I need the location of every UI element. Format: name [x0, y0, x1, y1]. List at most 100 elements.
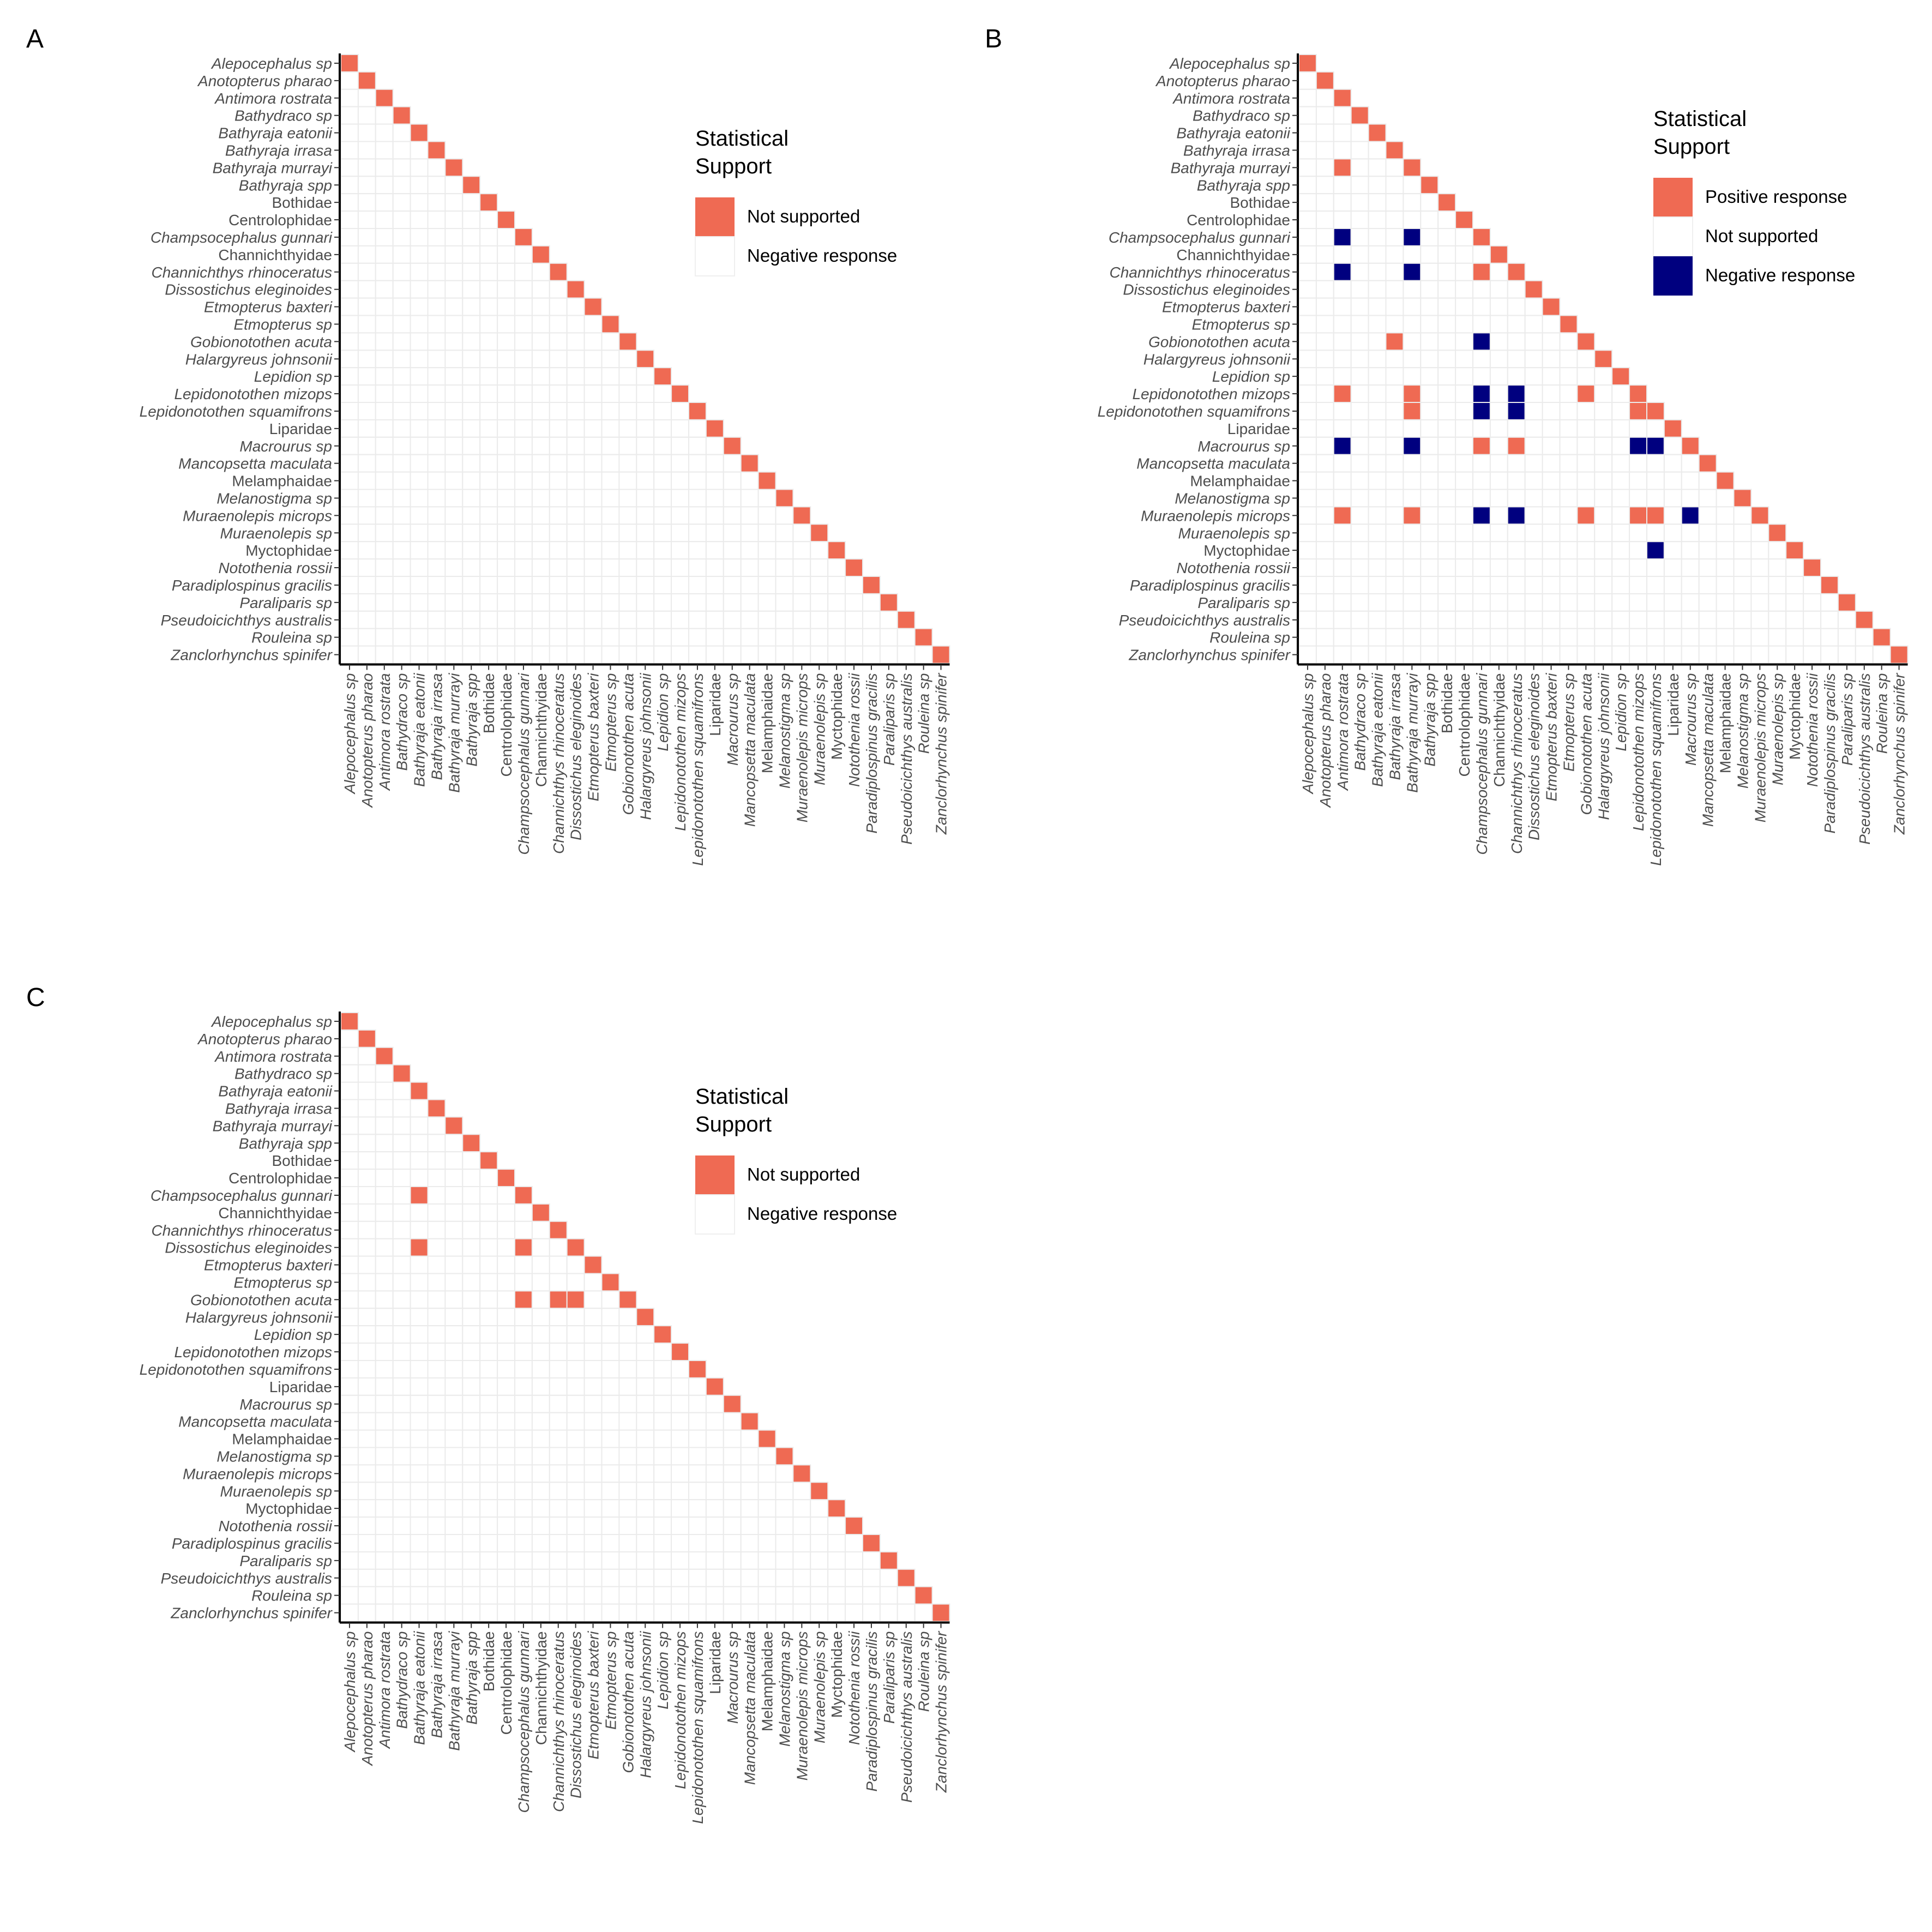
heatmap-cell	[653, 523, 672, 543]
heatmap-cell	[549, 454, 568, 473]
heatmap-cell	[410, 1603, 429, 1622]
x-tick-label: Centrolophidae	[1456, 673, 1473, 777]
y-tick-label: Myctophidae	[245, 542, 332, 559]
heatmap-cell	[357, 1203, 376, 1222]
heatmap-cell	[357, 1377, 376, 1396]
heatmap-cell	[1646, 523, 1665, 543]
heatmap-cell	[740, 1499, 759, 1518]
y-tick-label: Dissostichus eleginoides	[165, 1239, 332, 1256]
heatmap-cell	[688, 1429, 707, 1448]
x-tick-label: Dissostichus eleginoides	[568, 1632, 585, 1799]
heatmap-cell	[1542, 315, 1561, 334]
heatmap-cell	[583, 384, 603, 403]
heatmap-cell	[810, 1586, 829, 1605]
heatmap-cell	[462, 176, 481, 195]
heatmap-cell	[653, 1551, 672, 1570]
heatmap-cell	[1768, 523, 1787, 543]
heatmap-cell	[636, 1551, 655, 1570]
heatmap-cell	[1333, 628, 1352, 647]
heatmap-cell	[444, 1568, 464, 1587]
x-tick-label: Myctophidae	[1786, 673, 1803, 760]
heatmap-cell	[618, 1290, 637, 1309]
heatmap-cell	[462, 1377, 481, 1396]
heatmap-cell	[566, 645, 585, 664]
heatmap-cell	[775, 1568, 794, 1587]
heatmap-cell	[340, 541, 359, 560]
legend-label: Negative response	[1705, 265, 1855, 285]
heatmap-cell	[1559, 541, 1578, 560]
heatmap-cell	[879, 593, 898, 612]
heatmap-cell	[1629, 558, 1648, 577]
heatmap-cell	[531, 1255, 550, 1274]
heatmap-cell	[444, 402, 464, 420]
heatmap-cell	[1315, 350, 1334, 369]
heatmap-cell	[740, 454, 759, 473]
heatmap-cell	[427, 1343, 446, 1362]
x-tick-label: Etmopterus sp	[1560, 673, 1577, 772]
heatmap-cell	[375, 1447, 394, 1466]
heatmap-cell	[1403, 384, 1422, 403]
heatmap-cell	[1559, 402, 1578, 420]
heatmap-cell	[497, 1273, 515, 1292]
heatmap-cell	[740, 1429, 759, 1448]
y-tick-label: Bathyraja eatonii	[1176, 125, 1290, 142]
heatmap-cell	[1333, 402, 1352, 420]
heatmap-cell	[688, 1603, 707, 1622]
heatmap-cell	[671, 541, 689, 560]
heatmap-cell	[444, 1516, 464, 1536]
heatmap-cell	[375, 88, 394, 107]
heatmap-cell	[427, 506, 446, 525]
heatmap-cell	[410, 1169, 429, 1188]
heatmap-cell	[775, 1551, 794, 1570]
heatmap-cell	[375, 1203, 394, 1222]
heatmap-cell	[357, 1516, 376, 1536]
heatmap-cell	[427, 1238, 446, 1257]
heatmap-cell	[514, 384, 533, 403]
heatmap-cell	[497, 245, 515, 264]
heatmap-cell	[1489, 489, 1508, 508]
heatmap-cell	[479, 1169, 498, 1188]
heatmap-cell	[497, 541, 515, 560]
heatmap-cell	[375, 1273, 394, 1292]
x-tick-label: Macrourus sp	[1682, 673, 1699, 766]
heatmap-cell	[1437, 210, 1456, 230]
heatmap-cell	[653, 1516, 672, 1536]
heatmap-cell	[340, 1551, 359, 1570]
heatmap-cell	[1542, 506, 1561, 525]
heatmap-cell	[531, 332, 550, 351]
heatmap-cell	[1350, 245, 1369, 264]
heatmap-cell	[862, 645, 881, 664]
heatmap-cell	[497, 1394, 515, 1413]
heatmap-cell	[427, 1464, 446, 1483]
heatmap-cell	[1385, 593, 1404, 612]
heatmap-cell	[1403, 367, 1422, 386]
heatmap-cell	[392, 384, 411, 403]
x-tick-label: Halargyreus johnsonii	[1595, 673, 1612, 820]
heatmap-cell	[444, 1394, 464, 1413]
heatmap-cell	[1837, 610, 1856, 629]
heatmap-cell	[462, 297, 481, 316]
heatmap-cell	[1298, 228, 1317, 246]
heatmap-cell	[1629, 454, 1648, 473]
y-tick-label: Macrourus sp	[1197, 438, 1290, 455]
heatmap-cell	[1437, 245, 1456, 264]
heatmap-cell	[688, 1464, 707, 1483]
heatmap-cell	[723, 1516, 742, 1536]
heatmap-cell	[514, 1255, 533, 1274]
heatmap-cell	[845, 610, 863, 629]
heatmap-cell	[1298, 54, 1317, 73]
heatmap-cell	[618, 1360, 637, 1379]
heatmap-cell	[375, 384, 394, 403]
heatmap-cell	[357, 1343, 376, 1362]
heatmap-cell	[497, 419, 515, 438]
heatmap-cell	[340, 419, 359, 438]
heatmap-cell	[1524, 576, 1543, 594]
heatmap-cell	[357, 471, 376, 490]
heatmap-cell	[392, 193, 411, 212]
heatmap-cell	[1489, 402, 1508, 420]
heatmap-cell	[1298, 158, 1317, 177]
heatmap-cell	[340, 1203, 359, 1222]
heatmap-cell	[775, 1499, 794, 1518]
heatmap-cell	[566, 1325, 585, 1344]
heatmap-cell	[462, 1220, 481, 1239]
